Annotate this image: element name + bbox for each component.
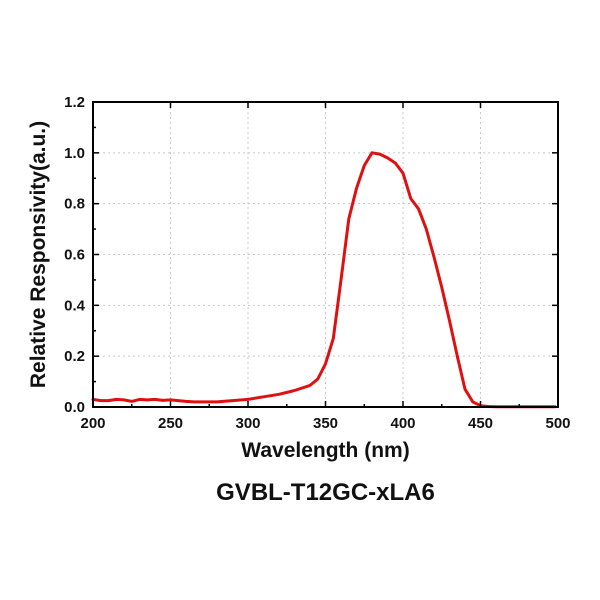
axis-ticks: 200 250 300 350 400 450 500 0.0 0.2 0.4 0.6 0.8 1.0 1… <box>64 94 570 432</box>
y-tick-label: 0.6 <box>64 247 85 264</box>
x-tick-label: 500 <box>545 415 570 432</box>
y-tick-label: 0.2 <box>64 348 85 365</box>
x-axis-title: Wavelength (nm) <box>241 439 409 462</box>
chart-title: GVBL-T12GC-xLA6 <box>216 479 435 506</box>
y-tick-label: 1.0 <box>64 145 85 162</box>
x-tick-label: 250 <box>158 415 183 432</box>
grid <box>93 102 558 407</box>
x-tick-label: 450 <box>468 415 493 432</box>
x-tick-label: 300 <box>235 415 260 432</box>
y-axis-title: Relative Responsivity(a.u.) <box>27 121 50 388</box>
x-tick-label: 200 <box>80 415 105 432</box>
y-tick-label: 1.2 <box>64 94 85 111</box>
y-tick-label: 0.4 <box>64 297 86 314</box>
responsivity-series-line <box>91 151 557 409</box>
x-tick-label: 400 <box>390 415 415 432</box>
y-tick-label: 0.0 <box>64 399 85 416</box>
series-layer <box>91 151 557 409</box>
x-tick-label: 350 <box>313 415 338 432</box>
y-tick-label: 0.8 <box>64 196 85 213</box>
